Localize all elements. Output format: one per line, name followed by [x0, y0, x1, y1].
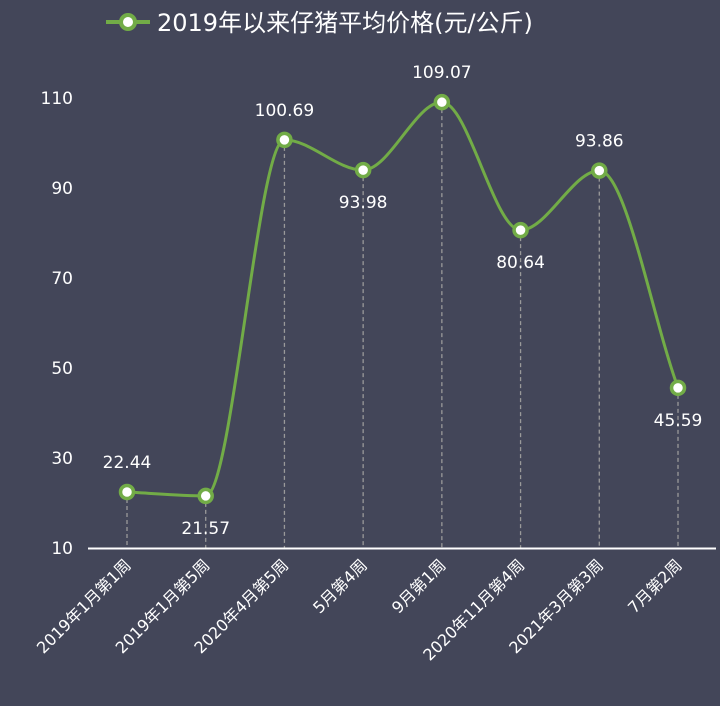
- data-points: [118, 93, 687, 505]
- data-label: 93.98: [339, 193, 388, 213]
- data-label: 21.57: [181, 519, 230, 539]
- data-label: 45.59: [654, 411, 703, 431]
- data-label: 80.64: [496, 253, 545, 273]
- data-point: [118, 483, 136, 501]
- y-tick-label: 70: [51, 269, 73, 289]
- y-tick-label: 50: [51, 359, 73, 379]
- data-labels: 22.44 21.57 100.69 93.98 109.07 80.64 93.86 45.…: [103, 63, 703, 539]
- drop-lines: [126, 102, 679, 548]
- data-label: 22.44: [103, 453, 152, 473]
- x-tick-label: 9月第1周: [388, 555, 450, 617]
- y-tick-label: 30: [51, 449, 73, 469]
- y-tick-label: 90: [51, 179, 73, 199]
- x-tick-label: 7月第2周: [624, 555, 686, 617]
- data-point: [197, 487, 214, 505]
- data-label: 93.86: [575, 132, 624, 152]
- x-tick-label: 5月第4周: [309, 555, 371, 617]
- y-tick-label: 110: [41, 89, 73, 109]
- data-point: [591, 162, 608, 179]
- data-point: [669, 379, 687, 397]
- data-point: [512, 221, 529, 239]
- y-axis-ticks: 10 30 50 70 90 110: [41, 89, 73, 559]
- data-label: 100.69: [255, 101, 314, 121]
- legend-marker-swatch: [119, 13, 137, 31]
- legend-label: 2019年以来仔猪平均价格(元/公斤): [157, 9, 533, 37]
- data-point: [276, 131, 293, 149]
- series-line: [126, 100, 680, 498]
- y-tick-label: 10: [51, 539, 73, 559]
- data-label: 109.07: [412, 63, 471, 83]
- legend: 2019年以来仔猪平均价格(元/公斤): [106, 9, 533, 37]
- data-point: [433, 93, 451, 111]
- data-point: [354, 161, 372, 179]
